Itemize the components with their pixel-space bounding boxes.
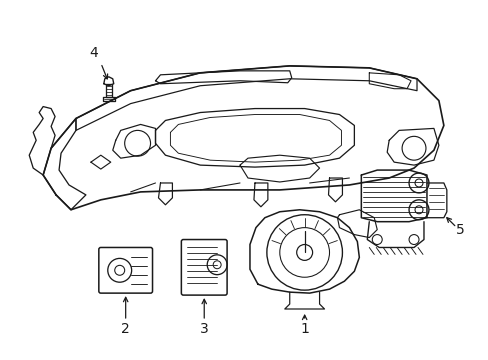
Text: 2: 2 [121, 322, 130, 336]
Text: 5: 5 [455, 222, 464, 237]
Text: 3: 3 [200, 322, 208, 336]
Text: 1: 1 [300, 322, 308, 336]
Text: 4: 4 [89, 46, 98, 60]
